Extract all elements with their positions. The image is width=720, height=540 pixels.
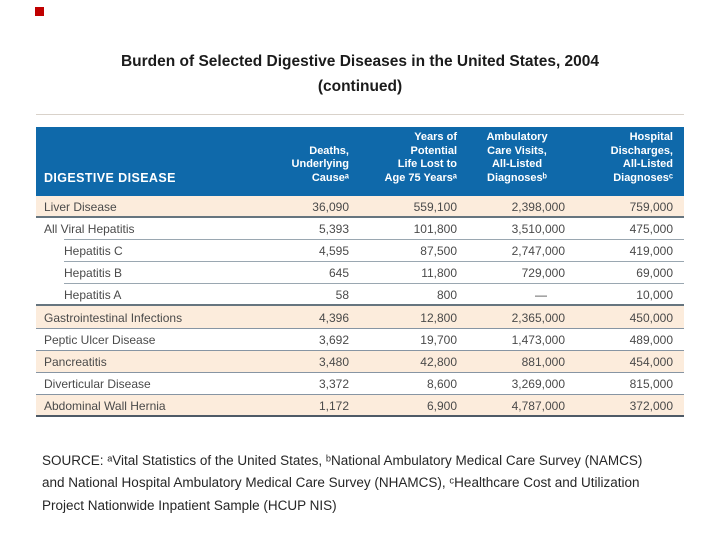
table-header-row: DIGESTIVE DISEASE Deaths, Underlying Cau… [36, 127, 684, 196]
cell-ambulatory: 2,398,000 [511, 200, 565, 215]
burden-table: DIGESTIVE DISEASE Deaths, Underlying Cau… [36, 127, 684, 418]
cell-hospital: 419,000 [629, 244, 673, 259]
cell-ambulatory: 4,787,000 [511, 398, 565, 413]
cell-deaths: 3,480 [318, 354, 349, 369]
cell-hospital: 489,000 [629, 332, 673, 347]
cell-ypll: 11,800 [421, 266, 457, 281]
cell-deaths: 645 [328, 266, 349, 281]
table-row: Hepatitis C 4,595 87,500 2,747,000 419,0… [36, 240, 684, 263]
table-row: Peptic Ulcer Disease 3,692 19,700 1,473,… [36, 328, 684, 351]
cell-ambulatory: 729,000 [521, 266, 565, 281]
cell-disease: Liver Disease [44, 200, 117, 215]
table-row: Diverticular Disease 3,372 8,600 3,269,0… [36, 372, 684, 395]
column-header-years-potential-life-lost: Years of Potential Life Lost to Age 75 Y… [384, 131, 457, 184]
table-row: Hepatitis A 58 800 — 10,000 [36, 284, 684, 307]
table-row: All Viral Hepatitis 5,393 101,800 3,510,… [36, 218, 684, 241]
title-line-2: (continued) [317, 78, 403, 95]
cell-ypll: 559,100 [413, 200, 457, 215]
cell-ambulatory: 2,747,000 [511, 244, 565, 259]
cell-ypll: 42,800 [420, 354, 457, 369]
cell-ypll: 8,600 [426, 376, 457, 391]
cell-hospital: 450,000 [629, 310, 673, 325]
table-row: Liver Disease 36,090 559,100 2,398,000 7… [36, 196, 684, 219]
cell-ambulatory: 1,473,000 [511, 332, 565, 347]
column-header-deaths: Deaths, Underlying Causeᵃ [291, 144, 349, 184]
cell-disease: Pancreatitis [44, 354, 107, 369]
cell-disease: Diverticular Disease [44, 376, 151, 391]
source-note: SOURCE: ᵃVital Statistics of the United … [42, 450, 682, 517]
table-top-border [36, 114, 684, 115]
cell-hospital: 815,000 [629, 376, 673, 391]
cell-ambulatory: 3,269,000 [511, 376, 565, 391]
cell-deaths: 3,692 [318, 332, 349, 347]
cell-ypll: 19,700 [420, 332, 457, 347]
cell-disease: Hepatitis B [64, 266, 123, 281]
table-row: Abdominal Wall Hernia 1,172 6,900 4,787,… [36, 394, 684, 418]
page-title: Burden of Selected Digestive Diseases in… [0, 49, 720, 99]
cell-deaths: 36,090 [312, 200, 349, 215]
cell-disease: Abdominal Wall Hernia [44, 398, 166, 413]
cell-ambulatory: — [535, 288, 547, 303]
cell-hospital: 454,000 [629, 354, 673, 369]
cell-hospital: 372,000 [629, 398, 673, 413]
cell-hospital: 10,000 [636, 288, 673, 303]
cell-disease: Peptic Ulcer Disease [44, 332, 156, 347]
title-line-1: Burden of Selected Digestive Diseases in… [120, 53, 600, 70]
cell-hospital: 475,000 [629, 222, 673, 237]
accent-square [35, 7, 44, 16]
cell-deaths: 3,372 [318, 376, 349, 391]
cell-deaths: 4,595 [318, 244, 349, 259]
cell-disease: Hepatitis C [64, 244, 123, 259]
source-line-3: Project Nationwide Inpatient Sample (HCU… [42, 497, 337, 513]
cell-ambulatory: 2,365,000 [511, 310, 565, 325]
cell-disease: Gastrointestinal Infections [44, 310, 183, 325]
table-row: Pancreatitis 3,480 42,800 881,000 454,00… [36, 350, 684, 373]
cell-deaths: 5,393 [318, 222, 349, 237]
cell-ambulatory: 3,510,000 [511, 222, 565, 237]
column-header-ambulatory-care-visits: Ambulatory Care Visits, All-Listed Diagn… [486, 131, 548, 184]
cell-hospital: 69,000 [636, 266, 673, 281]
source-line-1: SOURCE: ᵃVital Statistics of the United … [42, 453, 643, 468]
cell-deaths: 1,172 [318, 398, 349, 413]
cell-disease: Hepatitis A [64, 288, 122, 303]
cell-deaths: 4,396 [318, 310, 349, 325]
cell-ypll: 800 [436, 288, 457, 303]
cell-ypll: 6,900 [426, 398, 457, 413]
cell-hospital: 759,000 [629, 200, 673, 215]
column-header-digestive-disease: DIGESTIVE DISEASE [44, 170, 176, 185]
cell-ypll: 101,800 [413, 222, 457, 237]
cell-disease: All Viral Hepatitis [44, 222, 135, 237]
cell-ypll: 87,500 [420, 244, 457, 259]
cell-deaths: 58 [335, 288, 349, 303]
table-row: Hepatitis B 645 11,800 729,000 69,000 [36, 262, 684, 285]
column-header-hospital-discharges: Hospital Discharges, All-Listed Diagnose… [610, 131, 673, 184]
table-row: Gastrointestinal Infections 4,396 12,800… [36, 306, 684, 329]
source-line-2: and National Hospital Ambulatory Medical… [42, 475, 640, 491]
cell-ambulatory: 881,000 [521, 354, 565, 369]
cell-ypll: 12,800 [420, 310, 457, 325]
